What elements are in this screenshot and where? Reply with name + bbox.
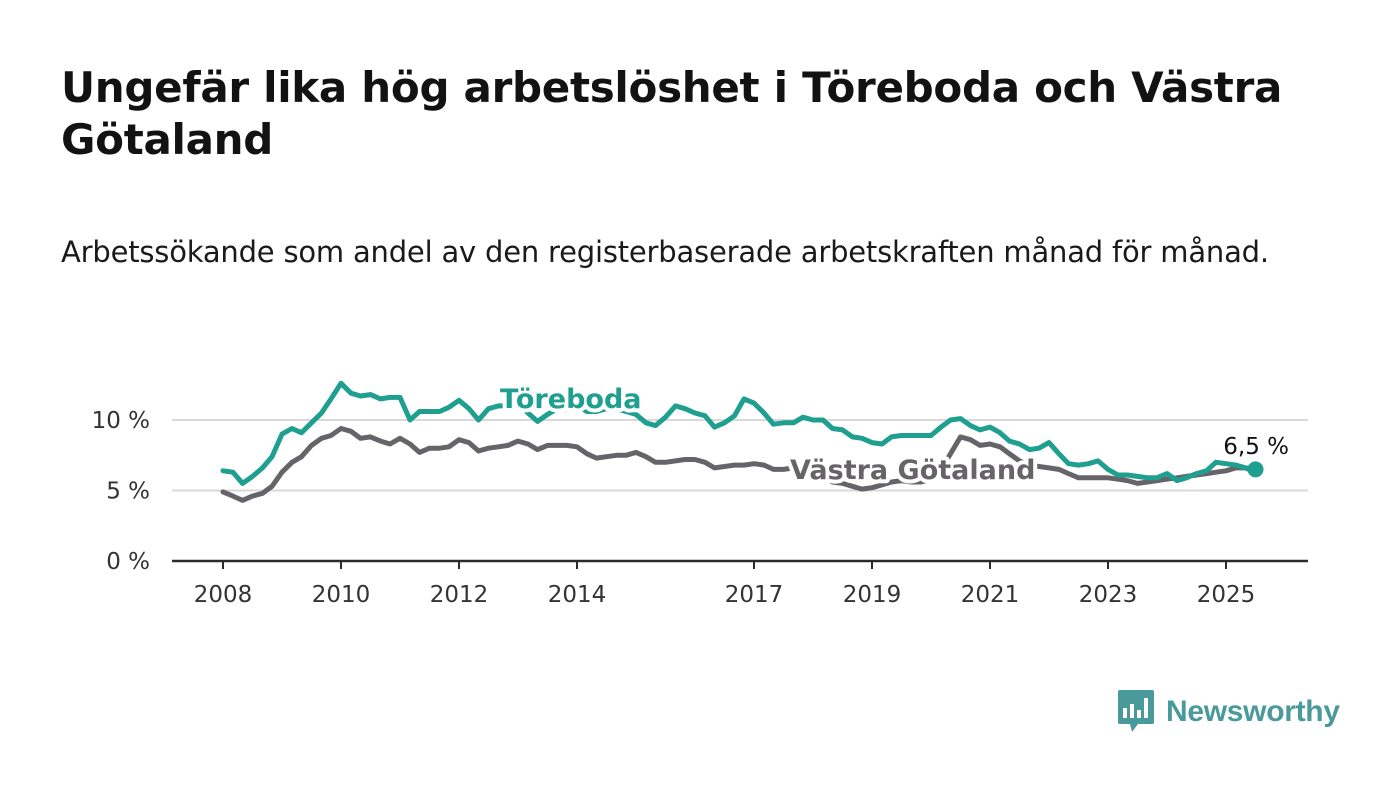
series-lines (220, 380, 1258, 503)
bar-chart-speech-bubble-icon (1118, 690, 1154, 732)
brand-name: Newsworthy (1166, 695, 1340, 728)
line-chart: 0 %5 %10 % 2008 2010 2012 2014 2017 2019 2021 2… (92, 380, 1308, 608)
y-tick-label: 10 % (92, 408, 150, 434)
series-line-töreboda (220, 380, 1258, 486)
y-axis: 0 % 5 % 10 % (92, 408, 150, 575)
x-axis: 2008 2010 2012 2014 2017 2019 2021 2023 2025 (194, 561, 1256, 608)
x-tick-label: 2021 (961, 582, 1020, 608)
x-tick-label: 2025 (1197, 582, 1256, 608)
y-tick-label: 0 % (106, 549, 150, 575)
series-label: Västra Götaland (790, 455, 1035, 486)
y-tick-label: 5 % (106, 479, 150, 505)
grid-lines (172, 419, 1308, 563)
series-line-västra-götaland (220, 426, 1258, 503)
x-tick-label: 2014 (548, 582, 607, 608)
series-label-halo: Töreboda (500, 384, 642, 415)
chart-subtitle: Arbetssökande som andel av den registerb… (61, 235, 1269, 269)
series-label: Töreboda (500, 384, 642, 415)
end-value-label: 6,5 % (1223, 434, 1289, 460)
end-point-marker (1247, 461, 1264, 478)
x-tick-label: 2010 (312, 582, 371, 608)
series-label-halo: Västra Götaland (790, 455, 1035, 486)
x-tick-label: 2019 (843, 582, 902, 608)
newsworthy-logo[interactable]: Newsworthy (1118, 690, 1340, 734)
end-value-annotation: 6,5 % (1223, 434, 1289, 478)
x-tick-label: 2023 (1079, 582, 1138, 608)
x-tick-label: 2008 (194, 582, 253, 608)
x-tick-label: 2012 (430, 582, 489, 608)
x-tick-label: 2017 (725, 582, 784, 608)
chart-title: Ungefär lika hög arbetslöshet i Töreboda… (61, 63, 1283, 164)
